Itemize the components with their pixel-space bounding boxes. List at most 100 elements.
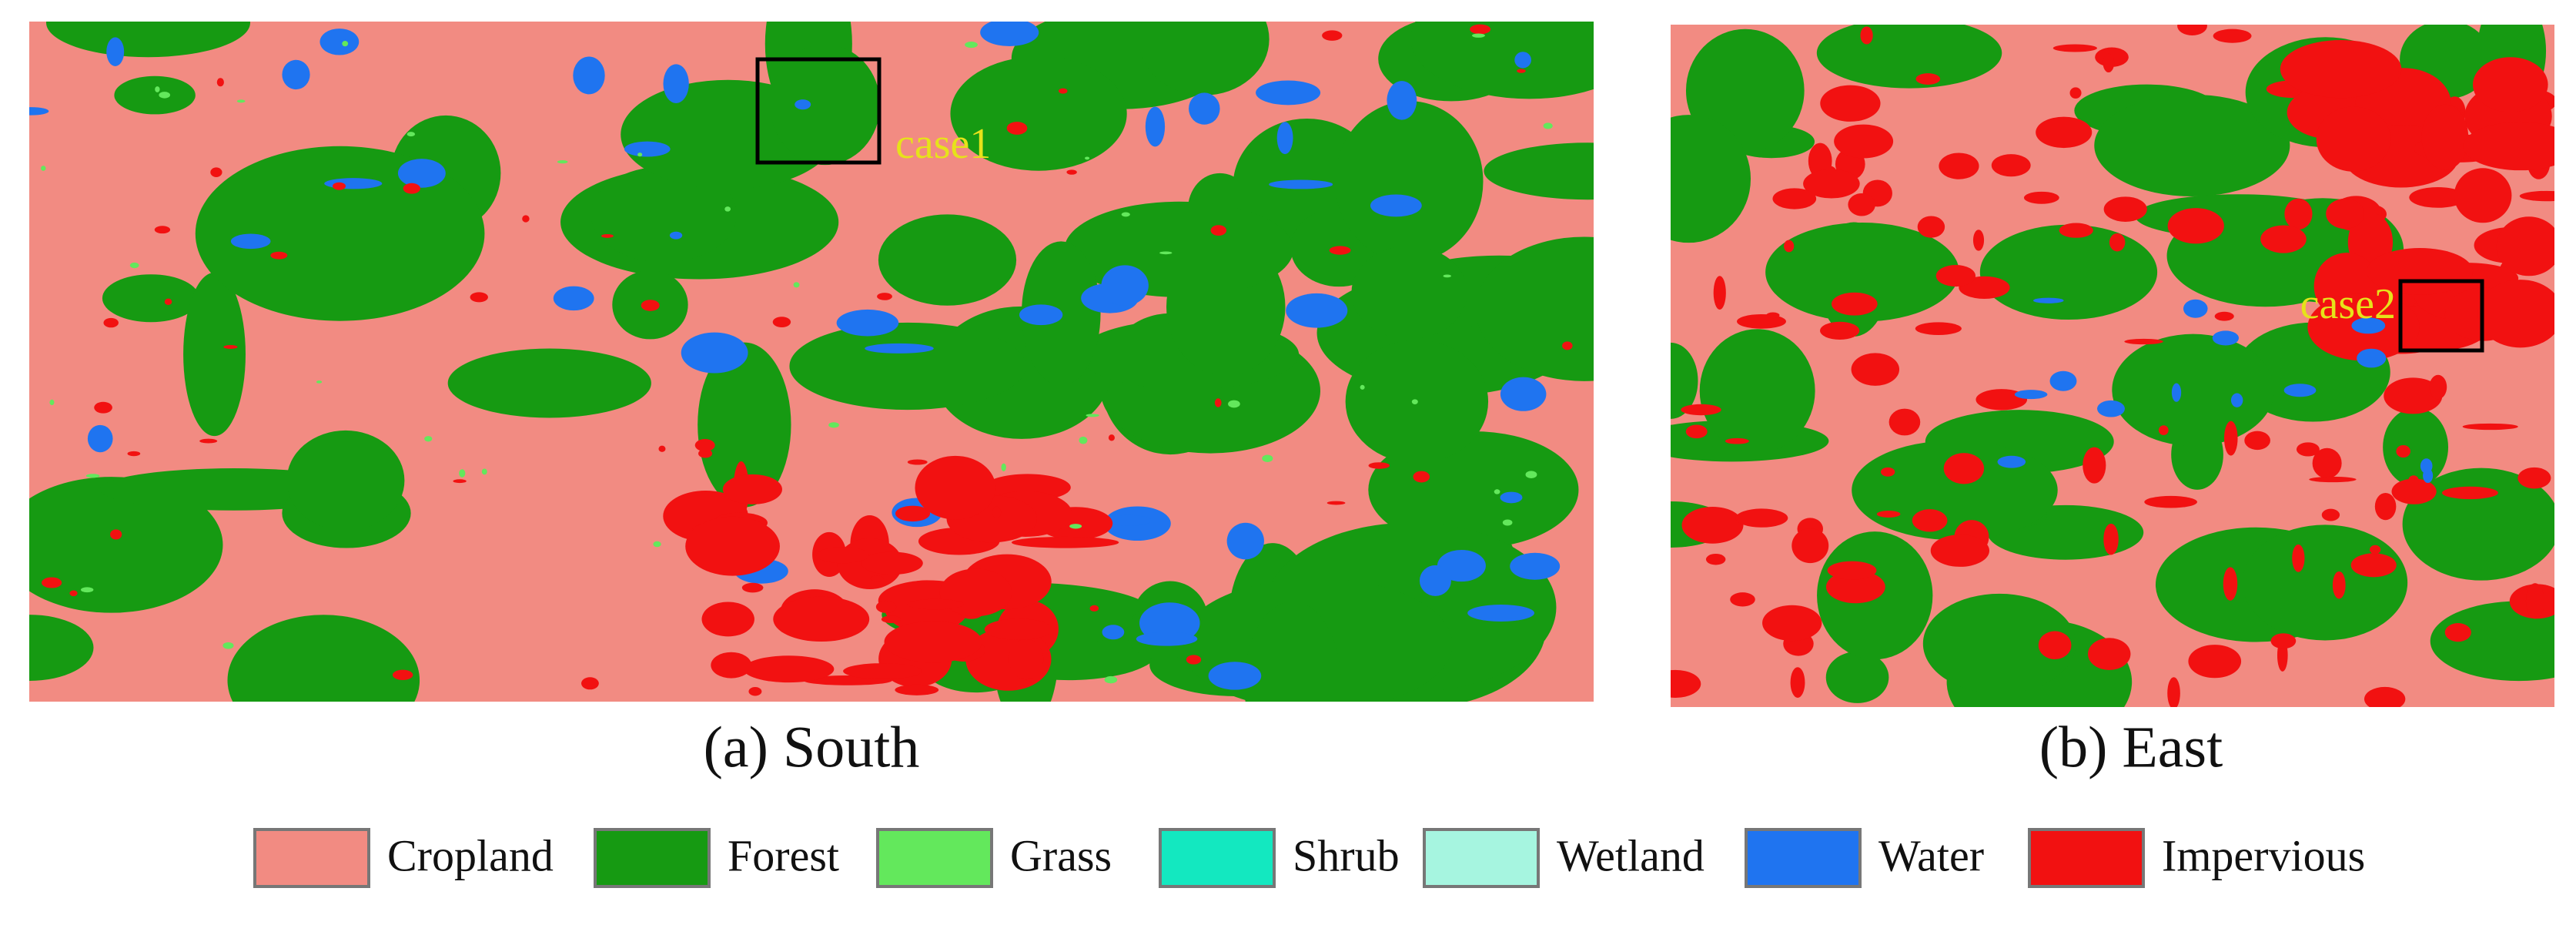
urban-patch	[1326, 501, 1346, 505]
panel-caption: (b) East	[2039, 715, 2223, 779]
forest-patch	[1671, 115, 1751, 243]
urban-patch	[2429, 374, 2447, 400]
water-patch	[1019, 304, 1063, 326]
urban-patch	[127, 451, 141, 457]
urban-patch	[1413, 471, 1430, 483]
urban-patch	[2167, 208, 2224, 244]
urban-patch	[2477, 280, 2554, 348]
grass-patch	[965, 42, 978, 49]
grass-patch	[342, 41, 349, 47]
urban-patch	[1972, 230, 1985, 251]
urban-patch	[2326, 198, 2364, 230]
urban-patch	[2454, 168, 2512, 223]
urban-patch	[743, 655, 835, 683]
urban-patch	[1943, 453, 1985, 484]
grass-patch	[1360, 384, 1365, 390]
urban-patch	[2296, 442, 2320, 457]
grass-patch	[1543, 122, 1553, 129]
water-patch	[1189, 92, 1220, 125]
urban-patch	[741, 582, 764, 593]
urban-patch	[2144, 495, 2197, 508]
forest-patch	[1699, 329, 1815, 453]
forest-patch	[29, 615, 94, 681]
water-patch	[1500, 491, 1523, 504]
urban-patch	[223, 345, 238, 350]
legend-swatch	[1745, 828, 1862, 888]
urban-patch	[694, 438, 715, 452]
grass-patch	[1411, 399, 1418, 404]
forest-patch	[29, 477, 223, 613]
urban-patch	[1562, 341, 1573, 350]
water-patch	[573, 56, 605, 95]
forest-patch	[102, 274, 199, 323]
water-patch	[1514, 52, 1531, 69]
urban-patch	[1108, 434, 1115, 441]
urban-patch	[210, 167, 222, 177]
water-patch	[2183, 299, 2208, 318]
grass-patch	[828, 422, 839, 428]
urban-patch	[1089, 605, 1099, 612]
urban-patch	[2367, 248, 2474, 295]
water-patch	[397, 159, 446, 188]
urban-patch	[2525, 583, 2544, 619]
water-patch	[865, 343, 934, 354]
urban-patch	[601, 233, 614, 238]
forest-patch	[1064, 201, 1294, 297]
urban-patch	[403, 183, 420, 194]
urban-patch	[333, 182, 346, 190]
urban-patch	[2213, 28, 2252, 43]
case-label: case1	[895, 120, 991, 168]
forest-patch	[1351, 246, 1467, 340]
grass-patch	[1502, 519, 1513, 526]
urban-patch	[110, 529, 122, 540]
urban-patch	[1820, 321, 1860, 340]
urban-patch	[773, 596, 870, 642]
grass-patch	[80, 587, 94, 593]
urban-patch	[877, 293, 892, 300]
urban-patch	[1006, 122, 1028, 135]
urban-patch	[984, 618, 1052, 640]
urban-patch	[1766, 312, 1780, 319]
water-patch	[2212, 330, 2240, 346]
urban-patch	[1930, 535, 1990, 567]
legend-swatch	[253, 828, 370, 888]
urban-patch	[2052, 44, 2097, 52]
urban-patch	[861, 551, 923, 575]
urban-patch	[453, 479, 467, 484]
urban-patch	[154, 226, 171, 234]
urban-patch	[2023, 191, 2059, 204]
legend-label: Grass	[1010, 830, 1112, 880]
urban-patch	[199, 438, 218, 444]
urban-patch	[1834, 124, 1894, 159]
water-patch	[2032, 297, 2064, 303]
urban-patch	[2472, 57, 2548, 112]
urban-patch	[1851, 353, 1900, 386]
water-patch	[795, 99, 811, 110]
water-patch	[1370, 194, 1422, 217]
urban-patch	[1915, 73, 1941, 85]
water-patch	[2014, 390, 2048, 400]
urban-patch	[1671, 669, 1701, 698]
forest-patch	[2242, 525, 2408, 641]
urban-patch	[2103, 53, 2115, 73]
water-patch	[1510, 552, 1561, 580]
water-patch	[980, 22, 1039, 46]
grass-patch	[1525, 471, 1537, 478]
water-patch	[1419, 565, 1451, 596]
forest-patch	[1410, 22, 1594, 99]
urban-patch	[1991, 154, 2031, 177]
urban-patch	[2463, 122, 2554, 171]
grass-patch	[222, 642, 234, 649]
urban-patch	[2496, 216, 2554, 276]
grass-patch	[316, 380, 323, 384]
grass-patch	[1471, 33, 1485, 38]
urban-patch	[875, 601, 897, 613]
grass-patch	[1159, 251, 1173, 255]
forest-patch	[2094, 94, 2290, 196]
water-patch	[1269, 179, 1333, 189]
urban-patch	[895, 684, 939, 695]
urban-patch	[1820, 85, 1881, 122]
water-patch	[2357, 348, 2387, 368]
urban-patch	[1725, 437, 1749, 444]
